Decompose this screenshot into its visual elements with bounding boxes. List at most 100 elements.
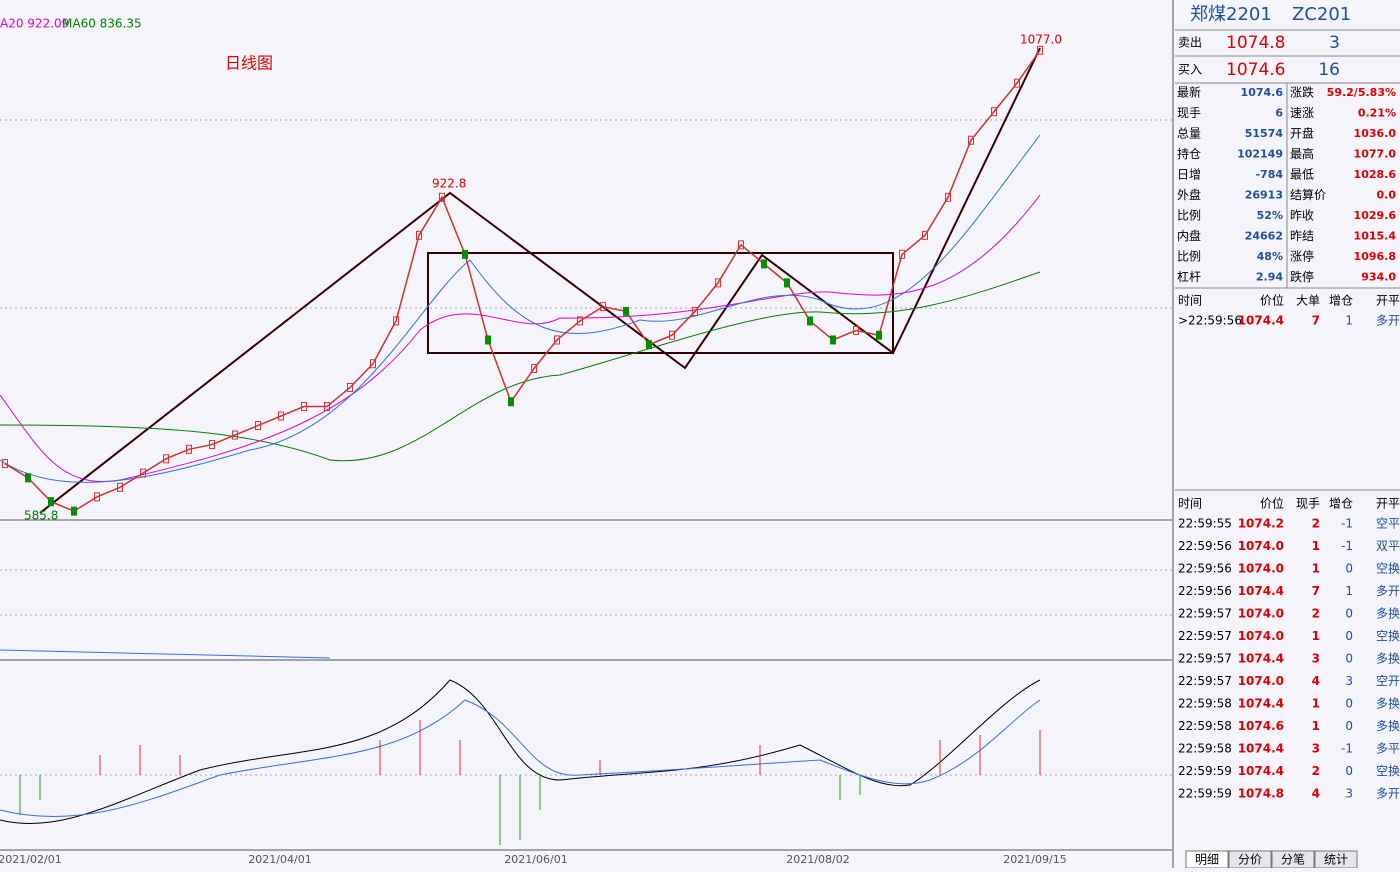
stat-value: 1029.6 — [1354, 209, 1397, 222]
table-header: 开平 — [1376, 294, 1400, 308]
table-cell: 多换 — [1376, 607, 1400, 621]
stat-value: 2.94 — [1256, 271, 1283, 284]
price-line — [4, 49, 1041, 512]
candle — [738, 240, 744, 250]
table-cell: 多开 — [1376, 584, 1400, 598]
candle — [117, 482, 123, 492]
stat-label: 比例 — [1177, 250, 1201, 264]
candle — [140, 468, 146, 478]
table-cell: 22:59:57 — [1178, 629, 1232, 643]
table-cell: 22:59:58 — [1178, 719, 1232, 733]
x-tick-label: 2021/09/15 — [1003, 853, 1066, 866]
candle — [876, 330, 882, 340]
candle — [1037, 45, 1043, 55]
table-header: 价位 — [1260, 496, 1284, 511]
table-cell: 空换 — [1376, 562, 1400, 576]
table-header: 时间 — [1178, 497, 1202, 511]
table-cell: 1074.0 — [1238, 539, 1284, 553]
candle — [623, 306, 629, 316]
table-cell: 1 — [1312, 629, 1320, 643]
table-cell: 多换 — [1376, 652, 1400, 666]
candle — [324, 402, 330, 412]
table-cell: 1074.0 — [1238, 562, 1284, 576]
ma10 — [0, 134, 1041, 483]
candle — [186, 444, 192, 454]
chart-title: 日线图 — [225, 54, 273, 73]
table-cell: 22:59:57 — [1178, 652, 1232, 666]
stat-label: 最高 — [1290, 146, 1314, 161]
stat-value: 934.0 — [1361, 271, 1396, 284]
candle — [945, 192, 951, 202]
candle — [715, 278, 721, 288]
ma-label: MA60 836.35 — [62, 17, 142, 31]
candle — [232, 430, 238, 440]
table-cell: -1 — [1341, 742, 1353, 756]
stat-value: 102149 — [1237, 148, 1283, 161]
stat-value: 6 — [1275, 107, 1283, 120]
table-cell: 空平 — [1376, 517, 1400, 531]
table-cell: >22:59:56 — [1178, 314, 1242, 328]
candle — [25, 473, 31, 483]
candle — [48, 497, 54, 507]
table-header: 价位 — [1260, 293, 1284, 308]
stat-value: 59.2/5.83% — [1327, 86, 1396, 99]
table-cell: 1074.0 — [1238, 629, 1284, 643]
tab-label[interactable]: 分价 — [1238, 853, 1262, 867]
macd-dif — [0, 679, 1041, 824]
candle — [784, 278, 790, 288]
stat-label: 涨跌 — [1290, 85, 1314, 100]
table-cell: 1 — [1312, 697, 1320, 711]
candle — [462, 249, 468, 259]
candle — [899, 249, 905, 259]
quote-header — [1175, 0, 1400, 30]
stat-label: 结算价 — [1290, 187, 1326, 202]
range-box — [427, 252, 894, 354]
stat-value: 1077.0 — [1354, 148, 1397, 161]
candle — [485, 335, 491, 345]
stat-label: 杠杆 — [1177, 269, 1201, 284]
tab-label[interactable]: 明细 — [1195, 853, 1219, 867]
table-cell: 2 — [1312, 517, 1320, 531]
candle — [163, 454, 169, 464]
ma60 — [0, 271, 1041, 462]
bid-price: 1074.6 — [1226, 60, 1285, 80]
table-cell: 1 — [1312, 539, 1320, 553]
x-tick-label: 2021/04/01 — [248, 853, 311, 866]
tab-label[interactable]: 分笔 — [1281, 852, 1305, 867]
stat-value: 1036.0 — [1354, 127, 1397, 140]
candle — [439, 192, 445, 202]
candle — [922, 230, 928, 240]
candle — [646, 340, 652, 350]
table-cell: 22:59:57 — [1178, 674, 1232, 688]
table-cell: 1074.4 — [1238, 584, 1284, 598]
stat-value: 0.0 — [1377, 189, 1397, 202]
table-cell: 2 — [1312, 607, 1320, 621]
ma-label: A20 922.09 — [0, 17, 69, 31]
table-cell: 4 — [1312, 787, 1320, 801]
candle — [71, 506, 77, 516]
table-cell: 3 — [1345, 787, 1353, 801]
candle — [600, 302, 606, 312]
table-header: 现手 — [1296, 497, 1320, 511]
table-cell: 0 — [1345, 607, 1353, 621]
table-cell: 1074.4 — [1238, 742, 1284, 756]
table-cell: 空换 — [1376, 629, 1400, 643]
x-tick-label: 2021/06/01 — [504, 853, 567, 866]
contract-code: ZC201 — [1292, 4, 1351, 25]
table-cell: 1074.0 — [1238, 607, 1284, 621]
table-cell: 1074.4 — [1238, 697, 1284, 711]
candle — [1014, 78, 1020, 88]
stat-label: 内盘 — [1177, 228, 1201, 243]
stat-value: 52% — [1257, 209, 1283, 222]
candle — [370, 359, 376, 369]
candle — [94, 492, 100, 502]
contract-name: 郑煤2201 — [1190, 4, 1272, 25]
zigzag — [39, 47, 1041, 514]
macd-bars-up — [99, 720, 1041, 775]
table-cell: 0 — [1345, 764, 1353, 778]
tab-label[interactable]: 统计 — [1324, 853, 1348, 867]
candle — [669, 330, 675, 340]
table-cell: 3 — [1312, 652, 1320, 666]
candle — [968, 135, 974, 145]
